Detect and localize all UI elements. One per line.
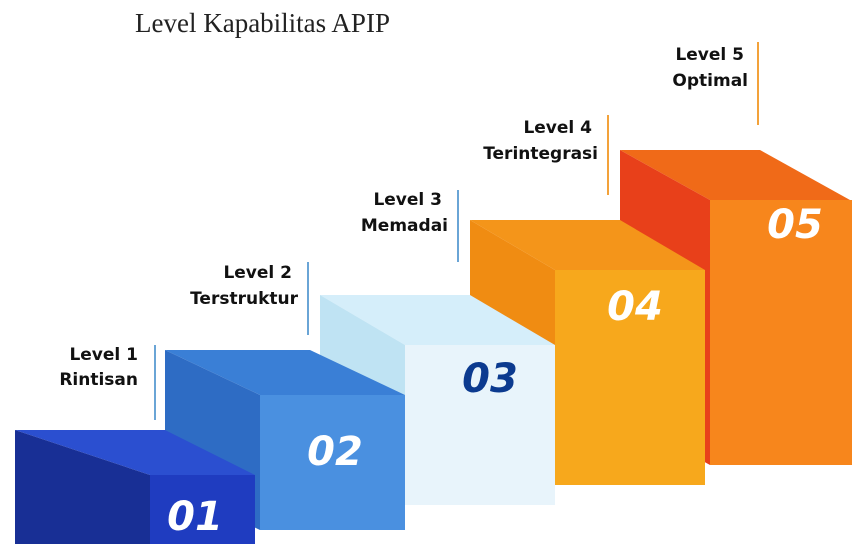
level-label: Level 2 — [223, 263, 292, 283]
level-label: Level 1 — [69, 345, 138, 365]
infographic: Level Kapabilitas APIP 05 04 03 02 01 Le… — [0, 0, 852, 544]
step-number: 03 — [462, 356, 518, 402]
level-label: Level 5 — [675, 45, 744, 65]
level-name: Terintegrasi — [483, 144, 598, 164]
level-name: Optimal — [672, 71, 748, 91]
level-label: Level 4 — [523, 118, 592, 138]
step-number: 05 — [767, 202, 823, 248]
step-number: 04 — [607, 284, 663, 330]
level-name: Memadai — [361, 216, 448, 236]
level-label: Level 3 — [373, 190, 442, 210]
level-name: Rintisan — [59, 370, 138, 390]
title: Level Kapabilitas APIP — [135, 8, 390, 38]
level-name: Terstruktur — [190, 289, 299, 309]
step-number: 01 — [167, 494, 223, 540]
step-number: 02 — [307, 429, 363, 475]
